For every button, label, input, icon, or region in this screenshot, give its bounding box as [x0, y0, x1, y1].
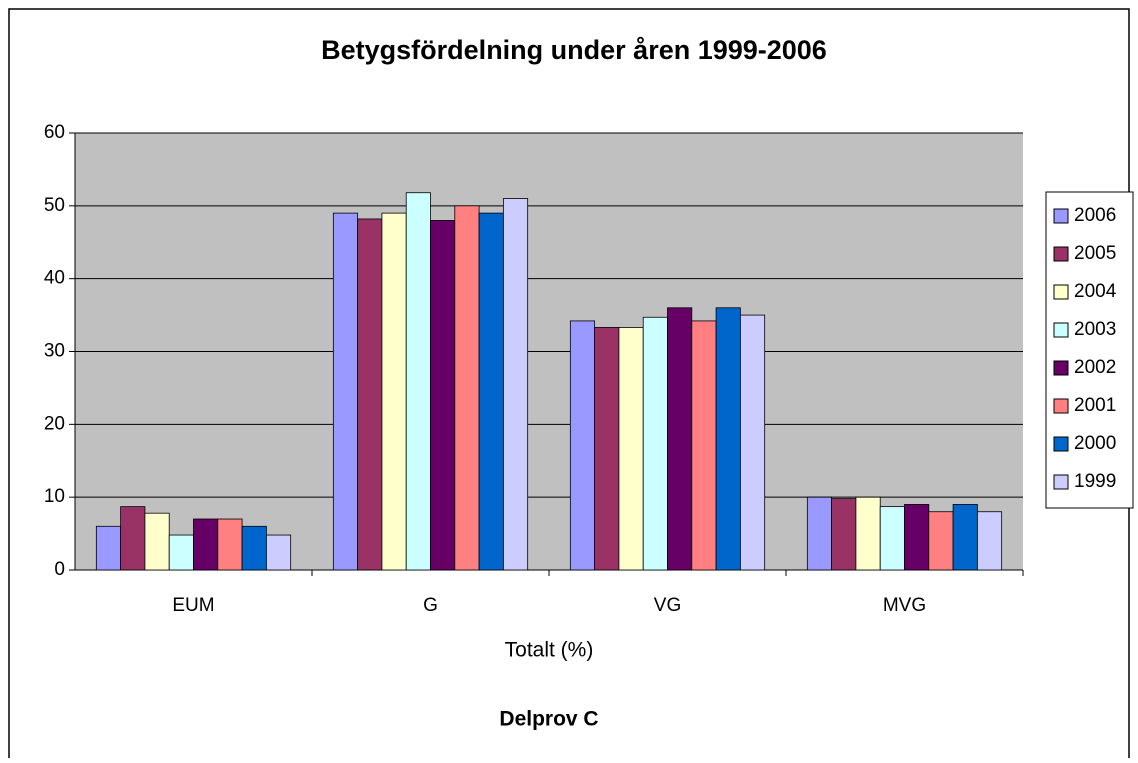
legend-swatch: [1053, 436, 1069, 452]
bar: [904, 504, 930, 571]
y-tick-label: 0: [54, 559, 65, 580]
bar: [806, 496, 833, 571]
legend-swatch: [1053, 322, 1069, 338]
bar: [594, 327, 620, 571]
bar: [95, 525, 122, 571]
legend-label: 1999: [1074, 471, 1116, 492]
bar: [976, 511, 1003, 571]
legend-label: 2003: [1074, 319, 1116, 340]
y-tick-label: 30: [44, 341, 65, 362]
y-tick-label: 60: [44, 122, 65, 143]
subtitle: Delprov C: [499, 708, 598, 731]
legend-box: [1045, 191, 1134, 509]
bar: [144, 512, 170, 571]
legend-label: 2004: [1074, 281, 1117, 302]
bar: [193, 518, 219, 571]
legend-swatch: [1053, 208, 1069, 224]
legend-swatch: [1053, 360, 1069, 376]
legend-label: 2000: [1074, 433, 1116, 454]
bar: [739, 314, 766, 571]
x-tick-label: EUM: [172, 595, 214, 616]
y-tick-label: 40: [44, 268, 65, 289]
bar: [928, 511, 954, 571]
bar: [952, 504, 978, 571]
bar: [715, 307, 741, 571]
bar: [618, 327, 644, 571]
bar: [241, 525, 267, 571]
bar: [454, 205, 480, 571]
legend-label: 2002: [1074, 357, 1116, 378]
x-tick-label: MVG: [883, 595, 926, 616]
legend-swatch: [1053, 284, 1069, 300]
bar: [168, 534, 194, 571]
bar: [120, 506, 146, 571]
legend-swatch: [1053, 398, 1069, 414]
bar: [502, 198, 529, 571]
bar: [217, 518, 243, 571]
chart-title: Betygsfördelning under åren 1999-2006: [321, 35, 827, 65]
legend-label: 2006: [1074, 205, 1116, 226]
bar: [642, 316, 668, 571]
bar: [478, 212, 504, 571]
bar: [855, 496, 881, 571]
bar: [265, 534, 292, 571]
legend-swatch: [1053, 474, 1069, 490]
x-tick-label: G: [423, 595, 438, 616]
bar: [381, 212, 407, 571]
y-tick-label: 20: [44, 413, 65, 434]
y-tick-label: 50: [44, 195, 65, 216]
bar: [879, 506, 905, 571]
legend-swatch: [1053, 246, 1069, 262]
y-tick-label: 10: [44, 486, 65, 507]
bar: [405, 192, 431, 571]
bar: [569, 320, 596, 571]
x-axis-label: Totalt (%): [505, 639, 594, 662]
legend-label: 2001: [1074, 395, 1116, 416]
bar: [332, 212, 359, 571]
x-tick-label: VG: [654, 595, 681, 616]
bar: [430, 219, 456, 571]
bar: [667, 307, 693, 571]
bar: [831, 498, 857, 571]
legend-label: 2005: [1074, 243, 1116, 264]
bar: [691, 320, 717, 571]
bar: [357, 218, 383, 571]
